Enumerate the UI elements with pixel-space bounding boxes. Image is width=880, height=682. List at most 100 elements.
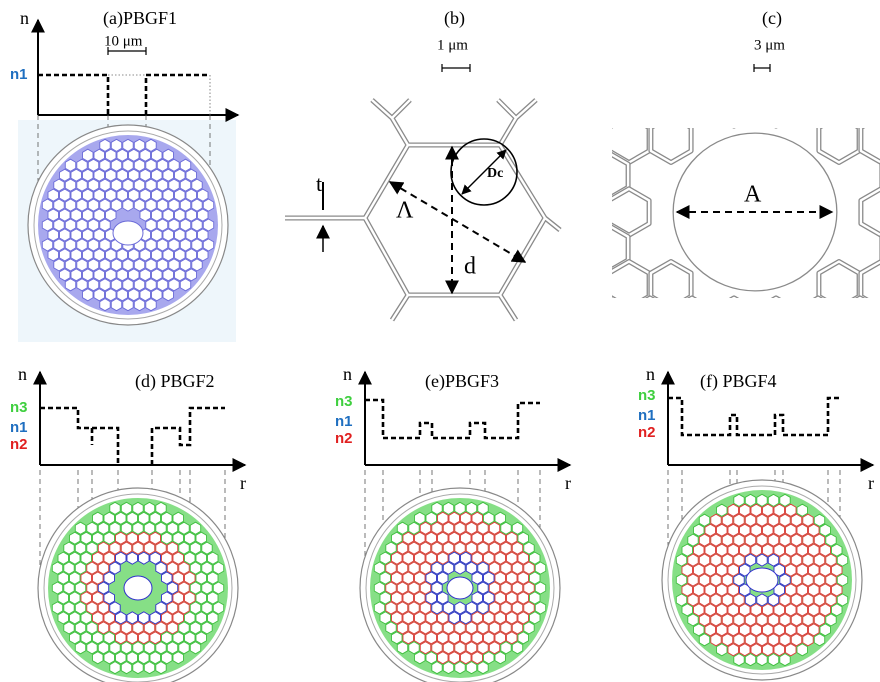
air-hole [93,532,104,544]
air-hole [60,169,71,181]
air-hole [42,199,52,211]
air-hole [169,239,179,251]
bottom-panels: nr(d) PBGF2n3n1n2nr(e)PBGF3n3n1n2nr(f) P… [10,364,874,682]
air-hole [461,612,472,624]
air-hole [140,249,151,261]
air-hole [167,542,177,554]
air-hole [403,532,414,544]
air-hole [140,169,151,181]
air-hole [797,564,808,576]
air-hole [152,249,163,261]
label-t: t [316,171,322,196]
air-hole [484,512,495,524]
air-hole [208,592,219,604]
air-hole [156,502,166,514]
air-hole [466,522,476,534]
panel-title: (c) [762,8,782,29]
air-hole [530,552,541,564]
cladding-wall [525,262,565,309]
air-hole [489,522,499,534]
air-hole [127,632,138,644]
air-hole [415,572,426,584]
air-hole [144,522,154,534]
air-hole [512,642,522,654]
cladding-hole [525,116,565,163]
air-hole [196,632,207,644]
air-hole [54,199,64,211]
air-hole [484,592,495,604]
air-hole [94,269,105,281]
air-hole [397,602,407,614]
air-hole [202,622,212,634]
air-hole [81,572,92,584]
air-hole [803,554,813,566]
air-hole [809,544,820,556]
air-hole [104,632,115,644]
air-hole [111,179,121,191]
air-hole [472,612,483,624]
cladding-wall [672,298,712,345]
air-hole [192,219,202,231]
air-hole [449,632,460,644]
air-hole [180,279,190,291]
air-hole [100,199,110,211]
cladding-wall [588,80,628,127]
air-hole [202,542,212,554]
air-hole [190,622,200,634]
air-hole [507,572,518,584]
air-hole [392,592,403,604]
cladding-wall [798,298,838,345]
air-hole [64,582,74,594]
panel-b: (b) 1 μm t Λ d Dc [285,8,560,320]
air-hole [54,239,64,251]
air-hole [157,239,167,251]
air-hole [116,612,127,624]
air-hole [763,504,774,516]
air-hole [70,612,81,624]
air-hole [734,554,744,566]
air-hole [478,562,488,574]
air-hole [83,269,94,281]
air-hole [54,259,64,271]
air-hole [717,604,728,616]
air-hole [466,642,476,654]
air-hole [728,504,739,516]
cladding-hole [798,298,838,345]
air-hole [88,259,98,271]
air-hole [156,642,166,654]
air-hole [65,179,75,191]
air-hole [144,622,154,634]
air-hole [734,494,744,506]
air-hole [106,269,117,281]
air-hole [432,562,442,574]
air-hole [501,522,511,534]
cladding-hole [714,298,754,345]
air-hole [123,159,133,171]
air-hole [432,662,442,674]
air-hole [139,532,150,544]
air-hole [173,512,184,524]
air-hole [466,602,476,614]
panel-d: nr(d) PBGF2n3n1n2 [10,364,246,682]
air-hole [489,602,499,614]
air-hole [682,604,693,616]
cladding-wall [567,262,607,309]
air-hole [705,564,716,576]
air-hole [415,552,426,564]
air-hole [106,149,117,161]
air-hole [745,494,755,506]
air-hole [58,592,69,604]
air-hole [820,544,831,556]
air-hole [192,239,202,251]
air-hole [152,269,163,281]
air-hole [797,624,808,636]
cladding-hole [546,152,586,199]
air-hole [100,219,110,231]
air-hole [386,562,396,574]
air-hole [179,582,189,594]
air-hole [100,259,110,271]
air-hole [146,199,156,211]
air-hole [722,554,732,566]
air-hole [826,554,836,566]
air-hole [121,622,131,634]
